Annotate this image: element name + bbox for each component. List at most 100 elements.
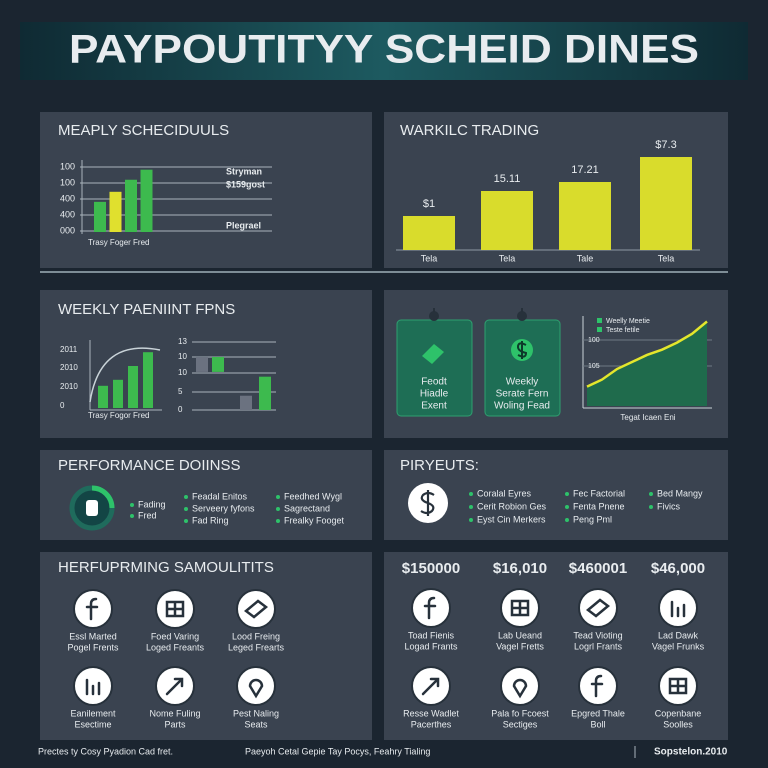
range-bar	[212, 356, 224, 372]
item-label: Esectime	[74, 719, 111, 729]
x-axis-label: Tegat Icaen Eni	[620, 413, 675, 422]
tag-hole	[517, 311, 527, 321]
item-label: Vagel Fretts	[496, 641, 544, 651]
icon-glyph	[165, 677, 184, 696]
axis-label: 100	[588, 337, 600, 344]
axis-label: 105	[588, 363, 600, 370]
legend-label: Plegrael	[226, 220, 261, 230]
item-label: Pacerthes	[411, 719, 452, 729]
bar	[640, 157, 692, 250]
item-label: Epgred Thale	[571, 708, 625, 718]
icon-glyph	[510, 599, 530, 617]
panel-title: MEAPLY SCHECIDUULS	[58, 122, 229, 139]
item-label: Lad Dawk	[658, 630, 699, 640]
range-bar	[196, 356, 208, 372]
bar	[125, 179, 137, 232]
bar	[481, 191, 533, 250]
item-label: Logrl Frants	[574, 641, 623, 651]
category-label: Tela	[499, 253, 516, 263]
icon-circle	[500, 666, 540, 706]
axis-label: 0	[178, 405, 183, 414]
footer-text: Sopstelon.2010	[654, 747, 728, 758]
axis-label: 5	[178, 387, 183, 396]
list-item: Fred	[138, 510, 157, 520]
item-label: Pala fo Fcoest	[491, 708, 549, 718]
legend-label: Stryman	[226, 166, 262, 176]
bar	[109, 191, 122, 232]
icon-circle	[236, 666, 276, 706]
bullet	[565, 505, 569, 509]
legend-label: $159gost	[226, 179, 265, 189]
range-bar	[240, 395, 252, 410]
range-bar	[259, 376, 271, 410]
panel-title: HERFUPRMING SAMOULITITS	[58, 559, 274, 576]
footer-text: Prectes ty Cosy Pyadion Cad fret.	[38, 746, 173, 756]
item-label: Lab Ueand	[498, 630, 542, 640]
line	[586, 320, 708, 388]
item-label: Pogel Frents	[67, 642, 119, 652]
list-item: Fenta Pnene	[573, 501, 625, 511]
bullet	[469, 505, 473, 509]
axis-label: 400	[60, 193, 75, 203]
item-label: Sectiges	[503, 719, 538, 729]
bar	[559, 182, 611, 250]
item-label: Vagel Frunks	[652, 641, 705, 651]
icon-circle	[578, 666, 618, 706]
item-label: Eanilement	[70, 708, 116, 718]
bullet	[469, 518, 473, 522]
icon-glyph	[85, 597, 99, 621]
tag-icon	[422, 344, 444, 364]
donut-arc	[91, 485, 115, 509]
item-label: Resse Wadlet	[403, 708, 459, 718]
icon-circle	[411, 588, 451, 628]
tag-text: Serate Fern	[496, 389, 549, 400]
tag-icon-mark	[516, 341, 528, 359]
bar	[403, 216, 455, 250]
axis-label: 10	[178, 352, 187, 361]
x-axis-label: Trasy Fogor Fred	[88, 411, 150, 420]
category-label: Tale	[577, 253, 594, 263]
bullet	[130, 514, 134, 518]
icon-circle	[236, 589, 276, 629]
list-item: Fading	[138, 499, 166, 509]
icon-glyph	[165, 600, 185, 618]
axis-label: 100	[60, 177, 75, 187]
axis-label: 13	[178, 337, 187, 346]
bullet	[184, 495, 188, 499]
bullet	[130, 503, 134, 507]
axis-label: 400	[60, 209, 75, 219]
bar	[94, 201, 106, 232]
panel	[40, 552, 372, 740]
bar	[140, 169, 153, 232]
icon-glyph	[421, 677, 440, 696]
icon-glyph	[85, 678, 101, 696]
bullet	[276, 507, 280, 511]
panel-title: PIRYEUTS:	[400, 457, 479, 474]
donut-icon	[86, 500, 98, 516]
axis-label: 2010	[60, 363, 78, 372]
item-label: Foed Varing	[151, 631, 199, 641]
list-item: Frealky Fooget	[284, 515, 345, 525]
item-label: Lood Freing	[232, 631, 280, 641]
bullet	[565, 518, 569, 522]
item-label: Seats	[244, 719, 268, 729]
list-item: Feadal Enitos	[192, 491, 248, 501]
list-item: Sagrectand	[284, 503, 330, 513]
bar-label: $7.3	[655, 139, 676, 151]
panel-title: WEEKLY PAENIINT FPNS	[58, 301, 235, 318]
bullet	[184, 519, 188, 523]
item-label: Loged Freants	[146, 642, 205, 652]
axis-label: 2011	[60, 345, 78, 354]
list-item: Eyst Cin Merkers	[477, 514, 546, 524]
category-label: Tela	[658, 253, 675, 263]
amount: $460001	[569, 560, 627, 577]
title-banner	[20, 22, 748, 80]
item-label: Toad Fienis	[408, 630, 455, 640]
area	[587, 321, 707, 406]
list-item: Peng Pml	[573, 514, 612, 524]
icon-circle	[73, 589, 113, 629]
list-item: Coralal Eyres	[477, 488, 532, 498]
x-axis-label: Trasy Foger Fred	[88, 238, 150, 247]
